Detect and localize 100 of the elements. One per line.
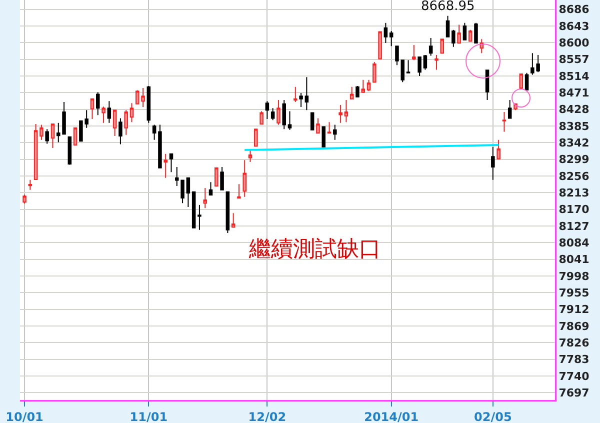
candlestick <box>22 194 26 204</box>
candlestick <box>231 212 236 228</box>
candlestick <box>356 86 360 98</box>
candlestick <box>270 108 275 121</box>
candlestick <box>496 139 500 160</box>
candlestick <box>378 31 382 60</box>
candlestick <box>384 22 388 44</box>
candlestick <box>28 179 32 190</box>
y-tick-label: 8256 <box>558 170 590 183</box>
candlestick <box>124 110 128 136</box>
y-tick-label: 8084 <box>558 236 590 250</box>
candlestick <box>118 118 122 145</box>
candlestick <box>265 100 270 120</box>
candlestick <box>198 204 202 230</box>
candlestick <box>344 100 348 123</box>
y-tick-label: 8342 <box>558 136 590 150</box>
y-tick-label: 7869 <box>558 320 590 333</box>
y-tick-label: 7998 <box>558 270 590 283</box>
candlestick <box>502 112 506 132</box>
candlestick <box>203 187 207 209</box>
candlestick <box>389 30 394 47</box>
y-tick-label: 8041 <box>558 253 590 266</box>
y-tick-label: 8600 <box>558 36 590 50</box>
candlestick <box>485 70 490 100</box>
candlestick <box>220 166 224 190</box>
y-tick-label: 7826 <box>558 336 590 350</box>
candlestick <box>406 60 410 74</box>
annotation: 8668.95 <box>421 0 475 14</box>
candlestick <box>214 167 218 187</box>
y-tick-label: 8514 <box>558 70 590 83</box>
x-tick-label: 10/01 <box>6 410 44 423</box>
candlestick <box>68 136 72 166</box>
candlestick <box>208 182 213 196</box>
candlestick <box>366 79 371 92</box>
candlestick <box>288 110 292 130</box>
candlestick <box>452 29 456 48</box>
candlestick <box>361 79 366 94</box>
candlestick <box>322 126 326 148</box>
y-tick-label: 8385 <box>558 120 590 133</box>
candlestick <box>462 22 467 40</box>
y-tick-label: 7740 <box>558 370 590 383</box>
candlestick <box>480 38 484 54</box>
candlestick <box>112 110 117 137</box>
candlestick <box>338 104 342 124</box>
x-tick-label: 02/05 <box>474 410 512 423</box>
candlestick <box>237 184 241 199</box>
candlestick <box>164 153 168 178</box>
candlestick <box>434 54 438 70</box>
candlestick <box>90 98 94 120</box>
candlestick <box>310 112 314 130</box>
y-tick-label: 7912 <box>558 303 590 316</box>
candlestick <box>158 124 162 168</box>
candlestick <box>519 74 524 88</box>
candlestick <box>242 160 246 198</box>
candlestick <box>327 122 332 134</box>
candlestick <box>418 56 422 76</box>
candlestick <box>440 38 444 54</box>
candlestick <box>152 124 156 140</box>
candlestick <box>73 127 78 146</box>
y-tick-label: 7783 <box>558 353 590 366</box>
y-tick-label: 8213 <box>558 186 590 200</box>
candlestick <box>34 124 38 180</box>
candlestick <box>412 44 416 61</box>
candlestick <box>192 191 196 228</box>
y-tick-label: 8428 <box>558 103 590 116</box>
candlestick <box>372 62 376 83</box>
candlestick <box>333 124 337 140</box>
y-tick-label: 8557 <box>558 53 590 66</box>
candlestick <box>130 102 134 123</box>
y-tick-label: 7955 <box>558 286 590 300</box>
candlestick <box>350 86 354 100</box>
candlestick <box>276 100 280 126</box>
candlestick <box>468 29 472 42</box>
y-tick-label: 8643 <box>558 20 590 33</box>
y-tick-label: 8471 <box>558 86 590 100</box>
candlestick <box>282 100 286 130</box>
candlestick <box>45 128 49 144</box>
candlestick <box>423 54 428 70</box>
y-tick-label: 8686 <box>558 3 590 16</box>
candlestick <box>260 110 264 125</box>
candlestick <box>50 124 55 149</box>
y-tick-label: 8170 <box>558 203 590 216</box>
candlestick <box>248 150 252 163</box>
candlestick <box>107 100 112 124</box>
x-tick-label: 2014/01 <box>364 410 419 423</box>
candlestick <box>186 177 190 208</box>
candlestick <box>254 128 258 147</box>
candlestick <box>294 86 298 102</box>
candlestick <box>299 92 303 108</box>
candlestick <box>96 92 100 116</box>
annotation: 繼續測試缺口 <box>248 236 381 261</box>
candlestick <box>474 22 478 44</box>
candlestick <box>40 124 44 140</box>
y-tick-label: 8299 <box>558 153 590 166</box>
candlestick <box>146 86 151 124</box>
candlestick <box>524 72 529 90</box>
x-tick-label: 11/01 <box>130 410 168 423</box>
candlestick <box>316 118 320 134</box>
candlestick <box>169 153 174 173</box>
y-tick-label: 8127 <box>558 220 590 233</box>
